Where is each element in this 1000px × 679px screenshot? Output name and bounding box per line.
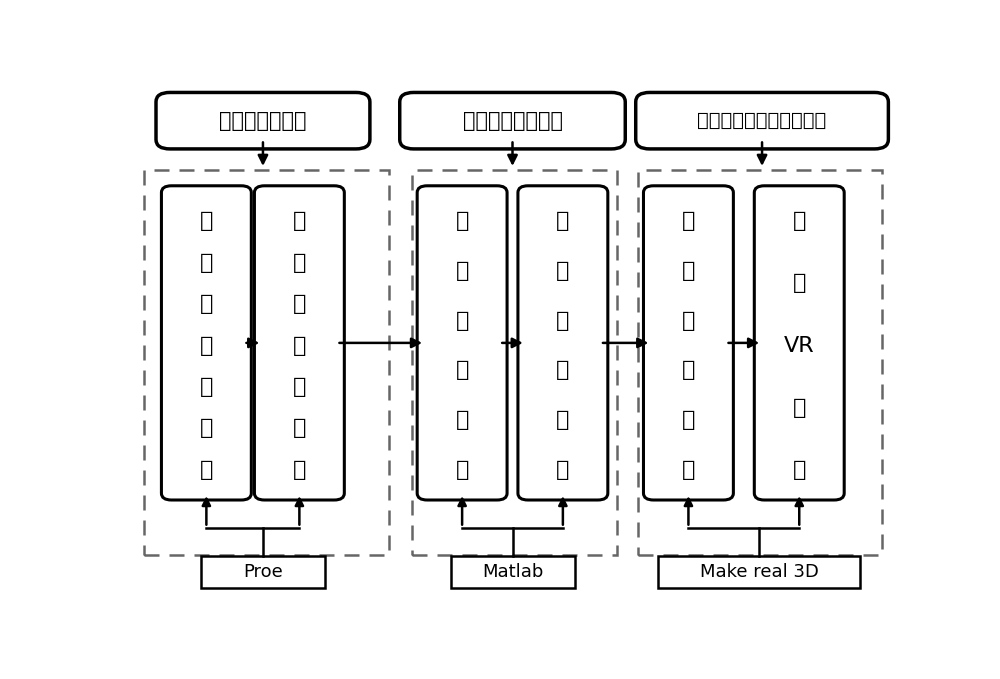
Bar [201,555,325,588]
Text: Matlab: Matlab [482,563,543,581]
Text: 三: 三 [200,335,213,356]
Text: 用: 用 [793,211,806,232]
Text: 维: 维 [200,377,213,397]
FancyBboxPatch shape [161,186,251,500]
Text: 拟: 拟 [682,261,695,281]
FancyBboxPatch shape [754,186,844,500]
Text: 部: 部 [200,253,213,273]
Text: 装配序列规划模块: 装配序列规划模块 [462,111,562,130]
FancyBboxPatch shape [156,92,370,149]
FancyBboxPatch shape [417,186,507,500]
Text: 模: 模 [200,418,213,438]
Text: VR: VR [784,335,815,356]
Text: Proe: Proe [243,563,283,581]
Text: 虚拟装配仿真及体验模块: 虚拟装配仿真及体验模块 [697,111,827,130]
Text: 装: 装 [455,211,469,232]
Text: 序: 序 [556,311,570,331]
Text: 阵: 阵 [455,460,469,479]
Bar [412,170,617,555]
Bar [658,555,860,588]
Text: 验: 验 [793,460,806,479]
FancyBboxPatch shape [254,186,344,500]
Text: 真: 真 [682,460,695,479]
Text: 件: 件 [200,294,213,314]
Text: Make real 3D: Make real 3D [700,563,818,581]
Text: 配: 配 [682,361,695,380]
Bar [144,170,388,555]
Text: 息: 息 [293,460,306,479]
Text: 列: 列 [556,361,570,380]
Text: 配: 配 [455,261,469,281]
Text: 户: 户 [793,274,806,293]
Text: 仿: 仿 [682,410,695,430]
Text: 信: 信 [293,418,306,438]
Text: 型: 型 [200,460,213,479]
Text: 部: 部 [293,253,306,273]
Text: 规: 规 [556,410,570,430]
Text: 划: 划 [556,460,570,479]
FancyBboxPatch shape [636,92,888,149]
Bar [638,170,882,555]
Text: 零部件信息模块: 零部件信息模块 [219,111,307,130]
Text: 装: 装 [556,211,570,232]
Text: 件: 件 [293,294,306,314]
Text: 装: 装 [682,311,695,331]
Text: 零: 零 [200,211,213,232]
Text: 虚: 虚 [682,211,695,232]
FancyBboxPatch shape [400,92,625,149]
Text: 体: 体 [793,398,806,418]
Text: 息: 息 [455,361,469,380]
Text: 零: 零 [293,211,306,232]
Bar [450,555,574,588]
FancyBboxPatch shape [643,186,733,500]
Text: 配: 配 [293,377,306,397]
Text: 信: 信 [455,311,469,331]
FancyBboxPatch shape [518,186,608,500]
Text: 装: 装 [293,335,306,356]
Text: 配: 配 [556,261,570,281]
Text: 矩: 矩 [455,410,469,430]
